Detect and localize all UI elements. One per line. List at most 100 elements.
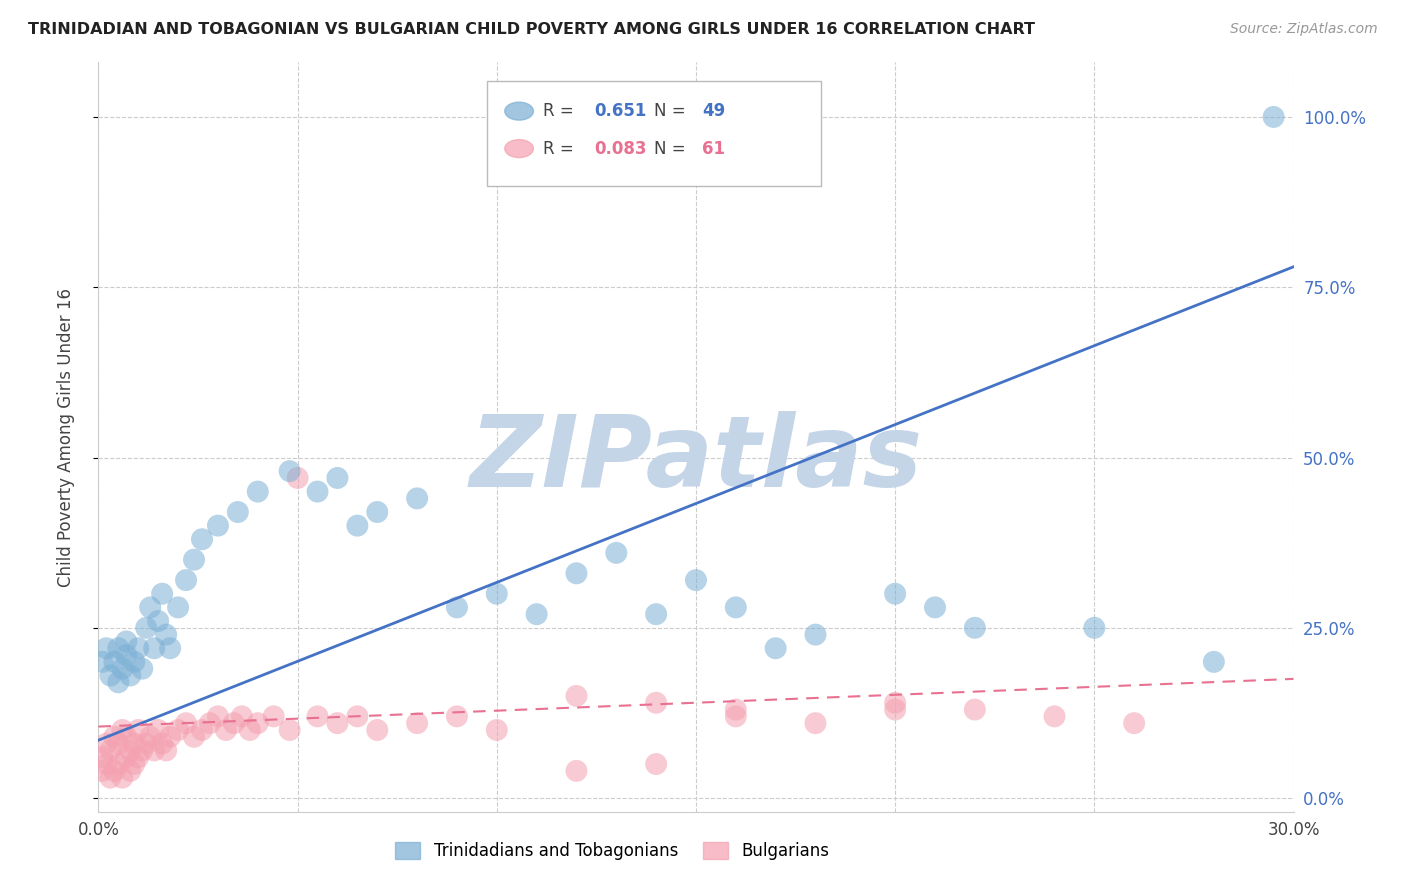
Point (963, 621, 986, 635)
Point (366, 723, 388, 737)
Point (98, 771, 122, 785)
Point (346, 518, 368, 533)
Point (278, 464, 301, 478)
Point (111, 662, 134, 676)
Point (139, 600, 162, 615)
Text: Source: ZipAtlas.com: Source: ZipAtlas.com (1230, 22, 1378, 37)
Point (127, 750, 149, 764)
Point (207, 518, 229, 533)
Point (135, 621, 157, 635)
Point (406, 491, 429, 506)
Point (191, 533, 214, 547)
Point (406, 716, 429, 731)
Point (198, 716, 221, 731)
Point (565, 689, 588, 703)
Circle shape (505, 103, 533, 120)
Point (526, 607, 548, 622)
Point (135, 737, 157, 751)
Point (605, 546, 627, 560)
Point (155, 627, 177, 641)
Point (215, 723, 238, 737)
Point (307, 709, 329, 723)
Point (107, 641, 129, 656)
Point (124, 757, 146, 772)
Point (924, 600, 946, 615)
Point (884, 696, 907, 710)
Legend: Trinidadians and Tobagonians, Bulgarians: Trinidadians and Tobagonians, Bulgarians (388, 836, 837, 867)
Text: N =: N = (654, 140, 690, 158)
Point (131, 662, 153, 676)
Point (645, 696, 668, 710)
Point (167, 723, 190, 737)
Point (98, 743, 122, 757)
Point (685, 573, 707, 587)
Point (446, 709, 468, 723)
Point (565, 764, 588, 778)
Text: R =: R = (543, 103, 579, 120)
Point (1263, 110, 1285, 124)
Point (645, 757, 668, 772)
Point (1043, 709, 1066, 723)
Point (124, 737, 146, 751)
Point (485, 587, 508, 601)
Point (191, 723, 214, 737)
Point (804, 627, 827, 641)
Point (231, 709, 253, 723)
Point (115, 648, 138, 662)
Point (91, 764, 114, 778)
Point (884, 702, 907, 716)
Point (963, 702, 986, 716)
Point (111, 723, 134, 737)
Point (239, 723, 262, 737)
Point (103, 764, 125, 778)
Text: 49: 49 (702, 103, 725, 120)
Point (724, 709, 747, 723)
Point (111, 771, 134, 785)
Point (127, 641, 149, 656)
Point (174, 573, 197, 587)
Text: R =: R = (543, 140, 579, 158)
Point (143, 743, 166, 757)
Point (174, 716, 197, 731)
Point (565, 566, 588, 581)
Point (91, 750, 114, 764)
Point (96, 757, 118, 772)
Point (115, 750, 138, 764)
Y-axis label: Child Poverty Among Girls Under 16: Child Poverty Among Girls Under 16 (56, 287, 75, 587)
Point (139, 730, 162, 744)
Point (326, 716, 349, 731)
Point (724, 702, 747, 716)
Point (115, 634, 138, 648)
Point (107, 757, 129, 772)
Point (115, 730, 138, 744)
Point (183, 552, 205, 566)
Point (159, 730, 181, 744)
Point (103, 730, 125, 744)
Point (246, 716, 269, 731)
Point (107, 675, 129, 690)
Point (148, 723, 170, 737)
Text: 0.651: 0.651 (595, 103, 647, 120)
Point (124, 655, 146, 669)
Text: TRINIDADIAN AND TOBAGONIAN VS BULGARIAN CHILD POVERTY AMONG GIRLS UNDER 16 CORRE: TRINIDADIAN AND TOBAGONIAN VS BULGARIAN … (28, 22, 1035, 37)
Point (148, 614, 170, 628)
Point (724, 600, 747, 615)
Point (1202, 655, 1225, 669)
Point (884, 587, 907, 601)
Text: N =: N = (654, 103, 690, 120)
Point (143, 641, 166, 656)
Point (98, 668, 122, 682)
Point (1083, 621, 1105, 635)
Point (183, 730, 205, 744)
Point (96, 641, 118, 656)
Point (155, 743, 177, 757)
Point (207, 709, 229, 723)
Text: 61: 61 (702, 140, 725, 158)
Point (120, 764, 142, 778)
Point (804, 716, 827, 731)
Point (645, 607, 668, 622)
Point (120, 743, 142, 757)
Point (346, 709, 368, 723)
Point (103, 655, 125, 669)
Text: 0.083: 0.083 (595, 140, 647, 158)
